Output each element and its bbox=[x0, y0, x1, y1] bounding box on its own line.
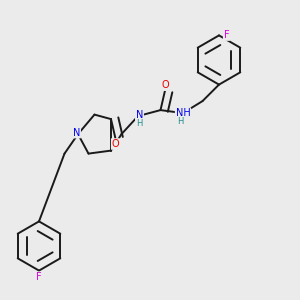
Text: O: O bbox=[112, 139, 119, 149]
Text: F: F bbox=[224, 30, 229, 40]
Text: F: F bbox=[36, 272, 42, 282]
Text: N: N bbox=[136, 110, 143, 120]
Text: NH: NH bbox=[176, 108, 190, 118]
Text: H: H bbox=[177, 117, 183, 126]
Text: O: O bbox=[161, 80, 169, 90]
Text: N: N bbox=[73, 128, 80, 138]
Text: H: H bbox=[136, 119, 143, 128]
